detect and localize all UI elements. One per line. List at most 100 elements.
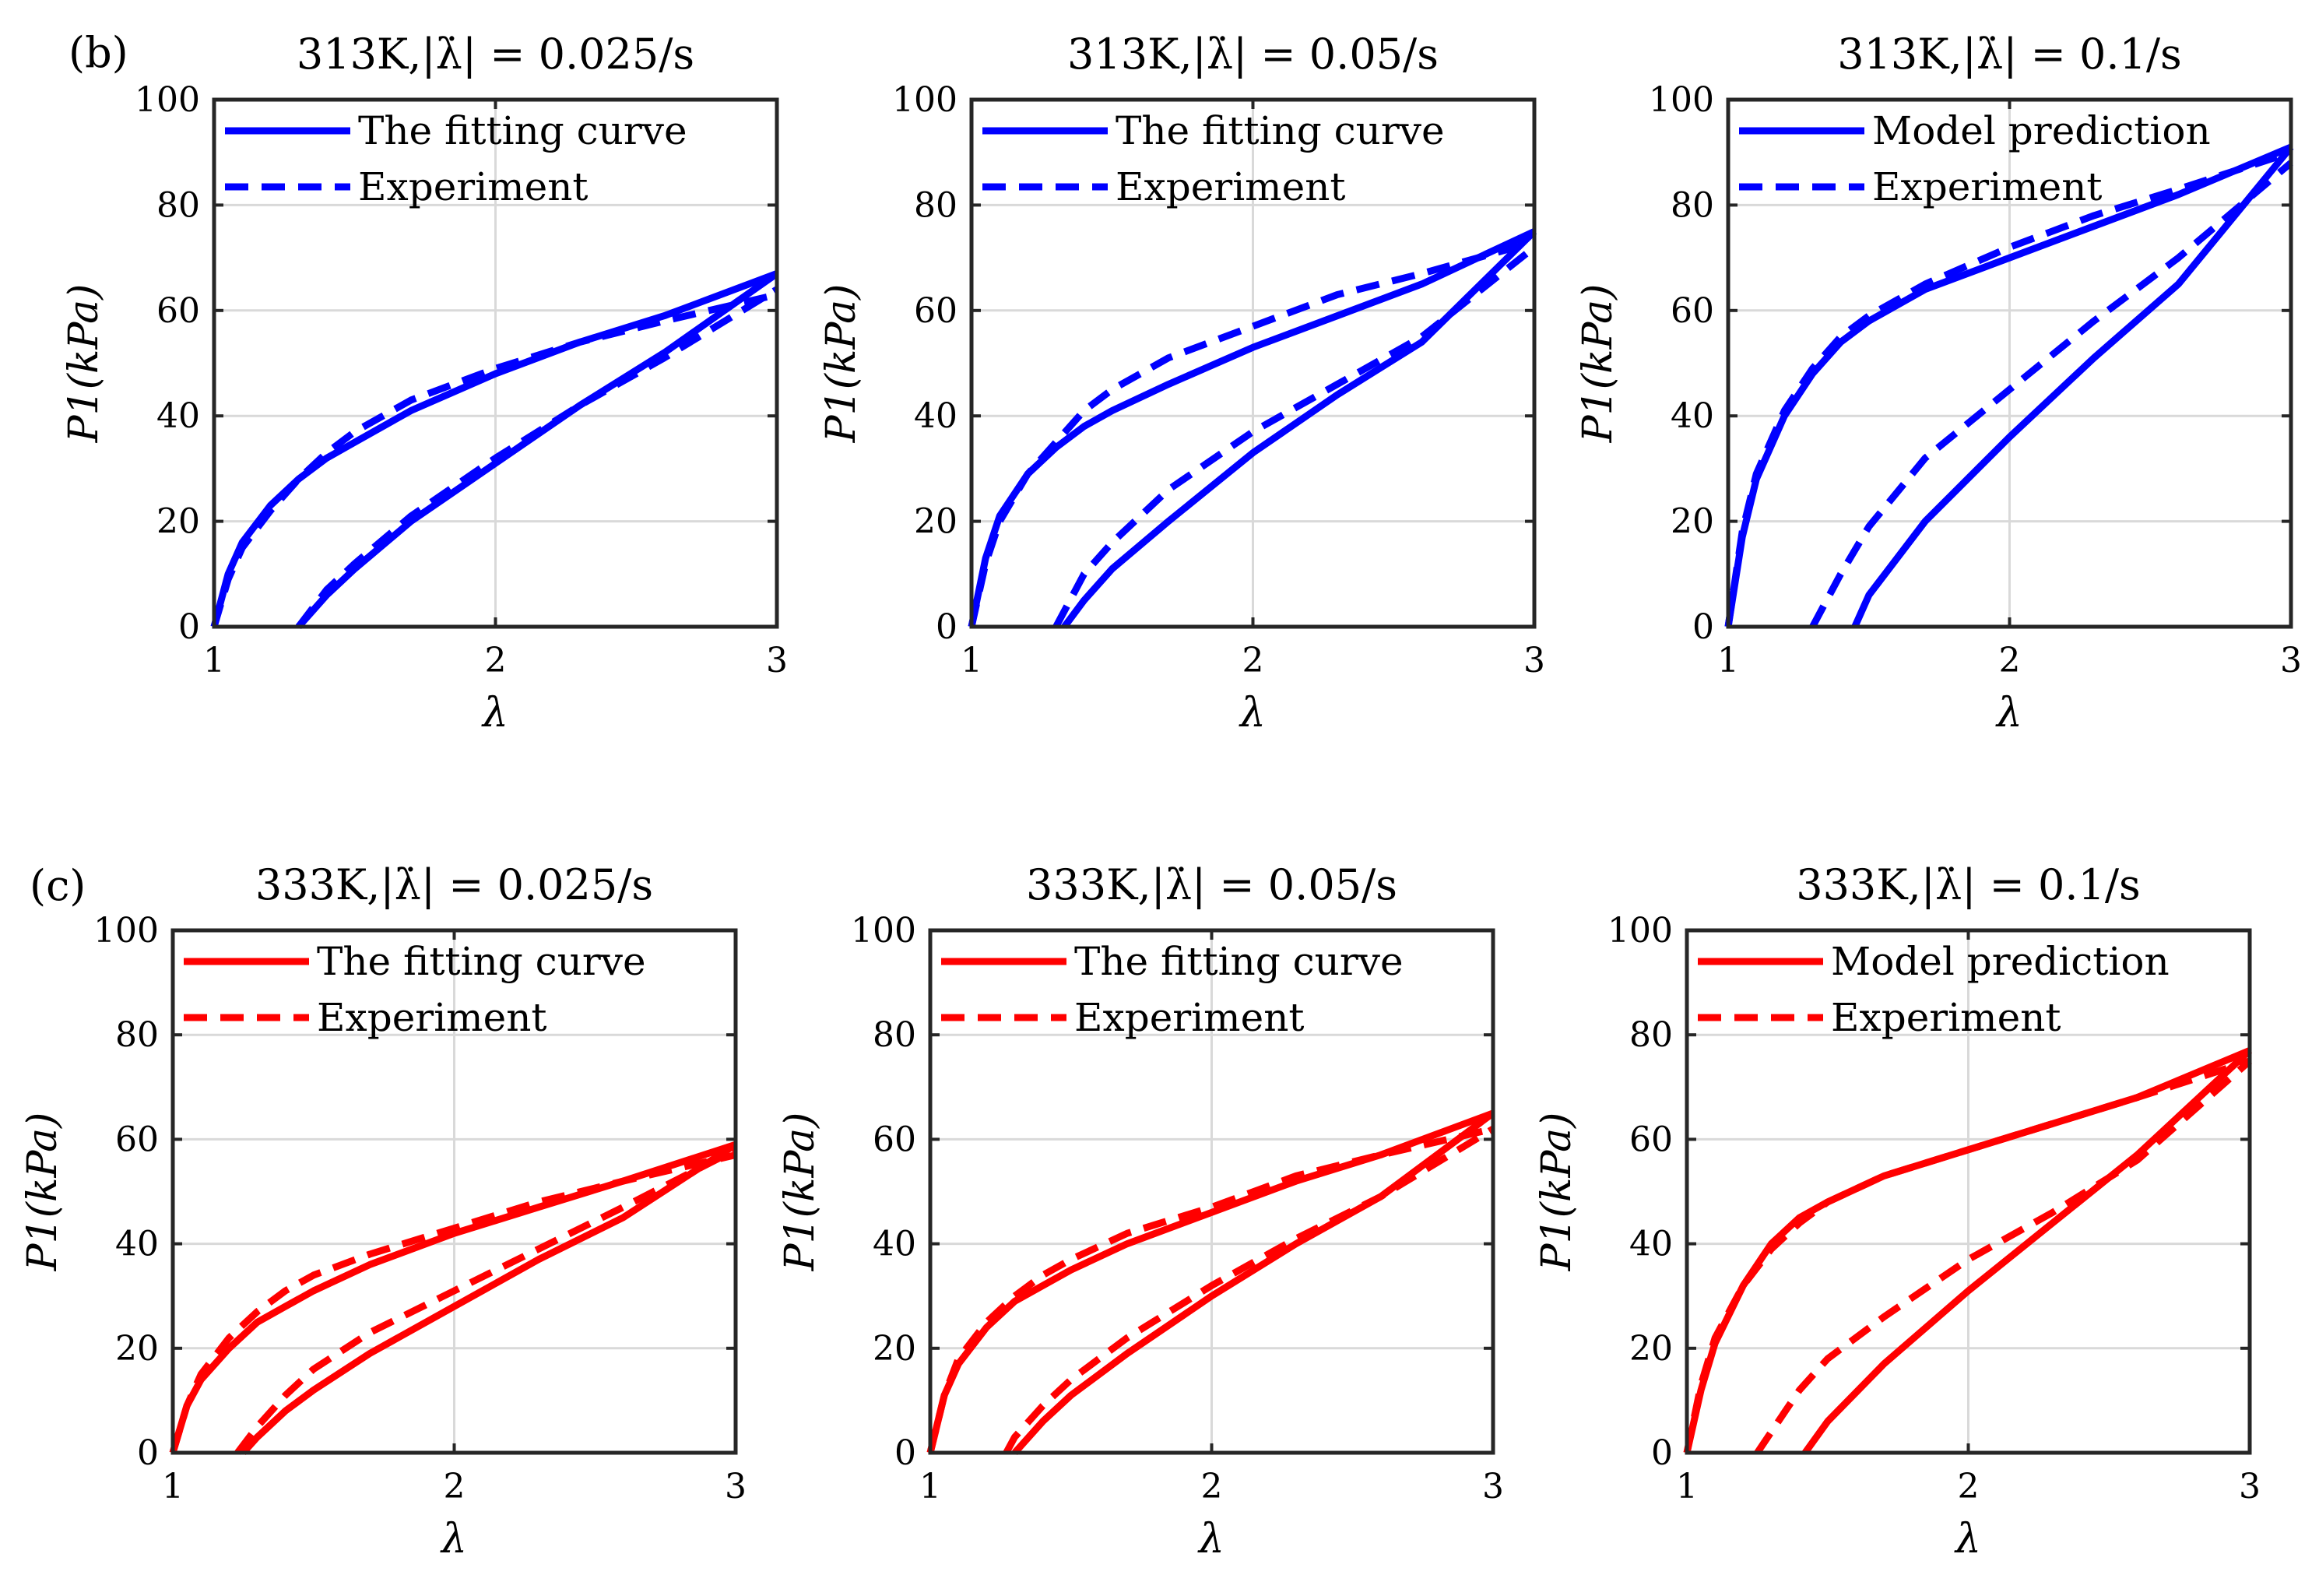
y-tick-label: 0 bbox=[1692, 607, 1714, 647]
x-tick-label: 3 bbox=[1482, 1467, 1504, 1506]
x-tick-label: 3 bbox=[1523, 641, 1545, 680]
y-tick-label: 40 bbox=[873, 1225, 916, 1264]
legend-label: The fitting curve bbox=[317, 939, 646, 984]
series-line-experiment bbox=[968, 238, 1536, 628]
y-axis-label: P1(kPa) bbox=[19, 1113, 66, 1272]
x-tick-label: 3 bbox=[2239, 1467, 2261, 1506]
series-line-model bbox=[296, 270, 779, 629]
x-axis-label: λ bbox=[1239, 690, 1266, 736]
y-tick-label: 60 bbox=[873, 1120, 916, 1159]
x-axis-label: λ bbox=[1995, 690, 2022, 736]
y-tick-label: 80 bbox=[873, 1015, 916, 1055]
x-tick-label: 1 bbox=[162, 1467, 184, 1506]
series-line-experiment bbox=[295, 286, 779, 629]
legend-label: Model prediction bbox=[1872, 108, 2211, 153]
y-tick-label: 100 bbox=[1607, 911, 1673, 951]
y-tick-label: 40 bbox=[115, 1225, 159, 1264]
legend-label: Experiment bbox=[1074, 995, 1304, 1040]
legend-label: Model prediction bbox=[1831, 939, 2170, 984]
x-tick-label: 1 bbox=[961, 641, 982, 680]
y-tick-label: 40 bbox=[1671, 396, 1714, 436]
series-line-experiment bbox=[1809, 160, 2293, 629]
y-tick-label: 20 bbox=[1629, 1329, 1673, 1369]
x-tick-label: 1 bbox=[203, 641, 225, 680]
series-line-experiment bbox=[1052, 244, 1537, 629]
chart-panel: 1 2 3 0 20 40 60 80 100 313K,|λ̇| = 0.1/s λ P1(kPa)… bbox=[1575, 30, 2302, 736]
x-axis-label: λ bbox=[1197, 1516, 1225, 1563]
legend-label: Experiment bbox=[317, 995, 546, 1040]
y-axis-label: P1(kPa) bbox=[818, 284, 865, 444]
legend-label: Experiment bbox=[1872, 164, 2102, 209]
panel-label: (c) bbox=[30, 861, 86, 910]
x-tick-label: 3 bbox=[725, 1467, 747, 1506]
y-tick-label: 60 bbox=[1629, 1120, 1673, 1159]
legend-label: The fitting curve bbox=[1116, 108, 1445, 153]
y-tick-label: 40 bbox=[914, 396, 957, 436]
y-tick-label: 0 bbox=[894, 1433, 916, 1473]
y-axis-label: P1(kPa) bbox=[1534, 1113, 1580, 1272]
y-tick-label: 40 bbox=[1629, 1225, 1673, 1264]
y-tick-label: 80 bbox=[115, 1015, 159, 1055]
y-tick-label: 0 bbox=[137, 1433, 159, 1473]
y-tick-label: 40 bbox=[156, 396, 200, 436]
legend-label: The fitting curve bbox=[358, 108, 687, 153]
series-line-model bbox=[1061, 229, 1537, 629]
x-tick-label: 3 bbox=[766, 641, 788, 680]
series-line-experiment bbox=[234, 1146, 738, 1455]
y-tick-label: 0 bbox=[1651, 1433, 1673, 1473]
y-tick-label: 100 bbox=[135, 80, 200, 120]
y-axis-label: P1(kPa) bbox=[1575, 284, 1622, 444]
chart-panel: 1 2 3 0 20 40 60 80 100 313K,|λ̇| = 0.05/s λ P1(kPa… bbox=[818, 30, 1545, 736]
series-line-experiment bbox=[1724, 149, 2293, 628]
chart-title: 333K,|λ̇| = 0.025/s bbox=[255, 860, 653, 909]
chart-panel: 1 2 3 0 20 40 60 80 100 313K,|λ̇| = 0.025/s λ P1(kP… bbox=[61, 30, 788, 736]
row-0: (b) 1 2 3 0 20 40 60 80 100 313K,|λ̇| = 0.025/s λ P1… bbox=[61, 28, 2302, 736]
y-tick-label: 60 bbox=[914, 291, 957, 331]
series-line-model bbox=[968, 228, 1536, 628]
x-tick-label: 1 bbox=[1676, 1467, 1698, 1506]
x-axis-label: λ bbox=[1954, 1516, 1981, 1563]
series-line-model bbox=[241, 1141, 738, 1456]
y-tick-label: 20 bbox=[156, 502, 200, 542]
x-tick-label: 1 bbox=[1717, 641, 1739, 680]
y-tick-label: 20 bbox=[115, 1329, 159, 1369]
legend-label: Experiment bbox=[1116, 164, 1345, 209]
y-tick-label: 80 bbox=[1671, 185, 1714, 225]
y-tick-label: 20 bbox=[1671, 502, 1714, 542]
y-tick-label: 0 bbox=[936, 607, 957, 647]
series-line-experiment bbox=[1003, 1126, 1495, 1455]
chart-title: 333K,|λ̇| = 0.05/s bbox=[1026, 860, 1397, 909]
legend-label: Experiment bbox=[358, 164, 588, 209]
y-tick-label: 20 bbox=[873, 1329, 916, 1369]
x-tick-label: 1 bbox=[919, 1467, 941, 1506]
x-tick-label: 3 bbox=[2280, 641, 2302, 680]
y-axis-label: P1(kPa) bbox=[61, 284, 107, 444]
y-tick-label: 100 bbox=[892, 80, 957, 120]
y-tick-label: 60 bbox=[156, 291, 200, 331]
y-tick-label: 60 bbox=[115, 1120, 159, 1159]
series-line-model bbox=[1724, 143, 2293, 628]
series-line-model bbox=[1851, 145, 2294, 628]
x-tick-label: 2 bbox=[1201, 1467, 1223, 1506]
y-tick-label: 100 bbox=[1649, 80, 1714, 120]
x-tick-label: 2 bbox=[1958, 1467, 1980, 1506]
chart-title: 313K,|λ̇| = 0.1/s bbox=[1837, 30, 2182, 79]
y-axis-label: P1(kPa) bbox=[777, 1113, 824, 1272]
series-line-experiment bbox=[926, 1125, 1495, 1454]
y-tick-label: 80 bbox=[914, 185, 957, 225]
chart-title: 333K,|λ̇| = 0.1/s bbox=[1796, 860, 2141, 909]
y-tick-label: 80 bbox=[156, 185, 200, 225]
series-line-experiment bbox=[1683, 1057, 2251, 1454]
x-axis-label: λ bbox=[481, 690, 508, 736]
panel-label: (b) bbox=[69, 28, 128, 77]
x-tick-label: 2 bbox=[1242, 641, 1264, 680]
y-tick-label: 80 bbox=[1629, 1015, 1673, 1055]
x-tick-label: 2 bbox=[444, 1467, 466, 1506]
chart-panel: 1 2 3 0 20 40 60 80 100 333K,|λ̇| = 0.1/s λ P1(kPa)… bbox=[1534, 860, 2261, 1563]
y-tick-label: 100 bbox=[851, 911, 916, 951]
series-line-experiment bbox=[169, 1151, 737, 1454]
chart-title: 313K,|λ̇| = 0.025/s bbox=[297, 30, 694, 79]
series-line-experiment bbox=[210, 291, 778, 628]
